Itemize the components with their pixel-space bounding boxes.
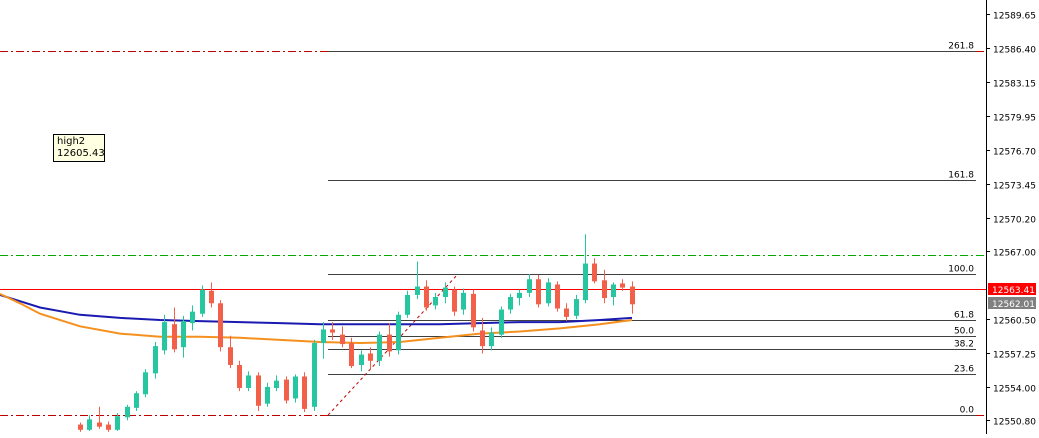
bid-price-label: 12563.41 [992,286,1035,296]
fib-trend-line[interactable] [327,273,459,416]
fib-level-label: 50.0 [954,327,974,337]
current-price-label: 12562.01 [992,300,1035,310]
candle-body[interactable] [284,379,289,401]
candle-body[interactable] [78,424,83,430]
candle-body[interactable] [274,380,279,388]
candle-body[interactable] [97,422,102,427]
candle-body[interactable] [471,293,476,328]
price-tick-label: 12554.00 [993,385,1036,395]
candle-body[interactable] [330,329,335,333]
orange-ma[interactable] [0,292,633,345]
candle-body[interactable] [106,424,111,430]
price-tick-label: 12576.70 [993,148,1036,158]
tooltip-value: 12605.43 [57,148,105,159]
price-tick-label: 12550.80 [993,418,1036,428]
candle-body[interactable] [387,334,392,352]
candle-body[interactable] [592,263,597,282]
candle-body[interactable] [190,311,195,324]
candle-body[interactable] [480,330,485,347]
fib-level-label: 0.0 [960,406,975,416]
price-tick-label: 12567.00 [993,249,1036,259]
candle-body[interactable] [508,297,513,310]
candle-body[interactable] [415,286,420,295]
candle-body[interactable] [293,376,298,399]
candle-body[interactable] [489,332,494,347]
price-tick-label: 12589.65 [993,12,1036,22]
candle-body[interactable] [340,334,345,345]
candle-body[interactable] [115,416,120,430]
current-price-label-bg [988,297,1036,309]
candle-body[interactable] [583,263,588,301]
candle-body[interactable] [517,292,522,299]
candle-body[interactable] [209,290,214,304]
candle-body[interactable] [218,303,223,348]
candle-body[interactable] [564,308,569,317]
candle-body[interactable] [125,406,130,418]
price-tick-label: 12560.50 [993,317,1036,327]
candle-body[interactable] [134,393,139,408]
price-tick-label: 12583.15 [993,80,1036,90]
candle-body[interactable] [574,299,579,316]
price-tick-label: 12579.95 [993,114,1036,124]
fib-level-label: 100.0 [948,265,974,275]
blue-ma[interactable] [0,293,633,326]
candle-body[interactable] [555,284,560,309]
candle-body[interactable] [377,334,382,361]
candle-body[interactable] [143,372,148,395]
bid-price-label-bg [988,283,1036,295]
candle-body[interactable] [452,289,457,312]
candle-body[interactable] [424,286,429,308]
candle-body[interactable] [611,284,616,298]
candle-body[interactable] [312,343,317,407]
candle-body[interactable] [630,286,635,305]
candle-body[interactable] [321,329,326,344]
candle-body[interactable] [172,324,177,350]
fib-level-label: 161.8 [948,171,974,181]
price-tick-label: 12570.20 [993,216,1036,226]
fib-level-label: 23.6 [954,365,974,375]
candle-body[interactable] [499,309,504,335]
candle-body[interactable] [396,314,401,351]
candle-body[interactable] [620,283,625,288]
candle-body[interactable] [405,294,410,315]
candle-body[interactable] [359,354,364,365]
candle-body[interactable] [162,322,167,351]
candle-body[interactable] [368,353,373,361]
candle-body[interactable] [443,287,448,298]
high-tooltip: high2 12605.43 [53,134,105,162]
candle-body[interactable] [200,289,205,314]
candle-body[interactable] [153,346,158,374]
candle-body[interactable] [302,376,307,409]
price-tick-label: 12586.40 [993,46,1036,56]
candle-body[interactable] [433,297,438,306]
price-tick-label: 12573.45 [993,182,1036,192]
candle-body[interactable] [461,292,466,310]
candle-body[interactable] [536,279,541,305]
price-axis-bg [987,0,1039,434]
fib-level-label: 61.8 [954,311,974,321]
candle-body[interactable] [246,375,251,388]
candle-body[interactable] [527,279,532,293]
candle-body[interactable] [181,321,186,348]
candle-body[interactable] [349,343,354,367]
candle-body[interactable] [546,282,551,304]
fib-level-label: 261.8 [948,42,974,52]
candle-body[interactable] [228,347,233,365]
fib-level-label: 38.2 [954,340,974,350]
candle-body[interactable] [87,419,92,430]
candle-body[interactable] [237,364,242,388]
price-tick-label: 12557.25 [993,351,1036,361]
candle-body[interactable] [256,375,261,406]
tooltip-name: high2 [57,136,86,147]
candle-body[interactable] [602,280,607,299]
candle-body[interactable] [265,386,270,404]
